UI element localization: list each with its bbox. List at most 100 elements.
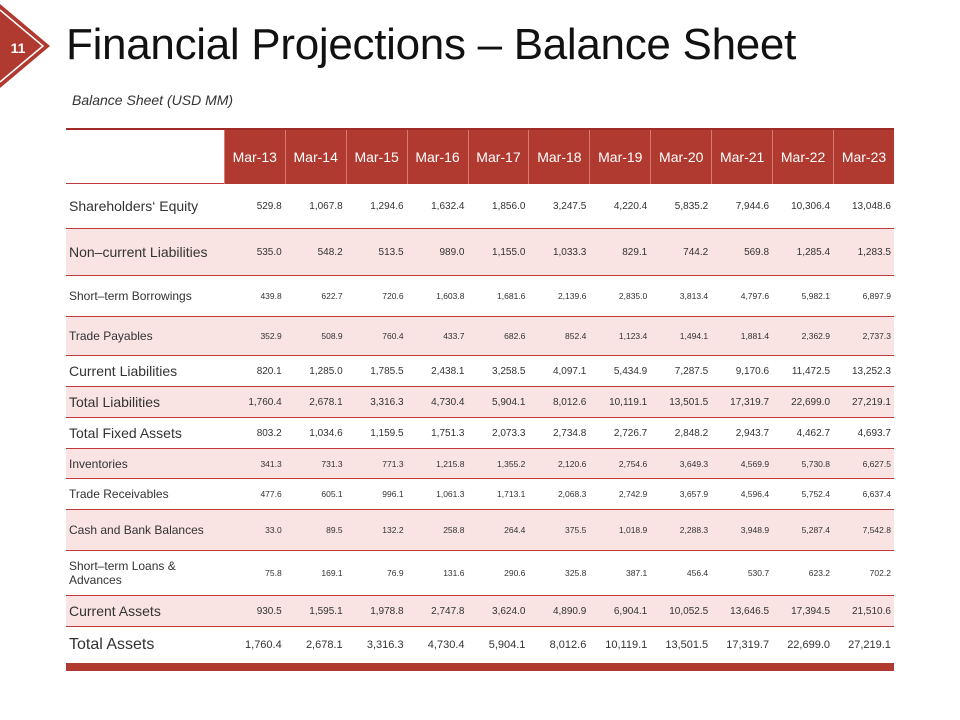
- table-cell: 771.3: [382, 458, 404, 469]
- table-cell: 2,438.1: [431, 365, 465, 377]
- table-cell: 720.6: [382, 291, 404, 301]
- table-cell: 1,294.6: [370, 200, 404, 212]
- row-label: Cash and Bank Balances: [69, 523, 204, 537]
- table-cell: 7,542.8: [862, 525, 891, 535]
- row-label: Trade Receivables: [69, 487, 169, 501]
- table-cell: 3,247.5: [552, 200, 587, 212]
- table-cell: 1,061.3: [436, 489, 465, 499]
- table-cell: 5,434.9: [613, 365, 648, 377]
- table-subtitle: Balance Sheet (USD MM): [72, 92, 234, 108]
- table-cell: 75.8: [265, 568, 282, 578]
- table-cell: 820.1: [256, 365, 282, 377]
- table-cell: 1,123.4: [618, 331, 648, 341]
- table-cell: 6,897.9: [862, 291, 891, 301]
- table-cell: 760.4: [382, 331, 404, 341]
- table-cell: 132.2: [382, 525, 404, 535]
- table-cell: 3,649.3: [679, 458, 709, 469]
- table-cell: 605.1: [321, 489, 343, 499]
- table-cell: 1,018.9: [618, 525, 648, 535]
- table-cell: 6,904.1: [613, 605, 648, 617]
- table-cell: 3,948.9: [740, 525, 770, 535]
- table-cell: 13,646.5: [730, 605, 770, 617]
- table-cell: 702.2: [869, 568, 891, 578]
- table-cell: 7,944.6: [735, 200, 770, 212]
- table-cell: 8,012.6: [549, 639, 587, 651]
- table-header-row: Mar-13 Mar-14 Mar-15 Mar-16 Mar-17 Mar-1…: [66, 130, 894, 184]
- table-bottom-bar: [66, 663, 894, 671]
- table-row: Trade Receivables 477.6 605.1 996.1 1,061.3 1…: [66, 479, 894, 510]
- table-cell: 387.1: [625, 568, 648, 578]
- table-cell: 456.4: [686, 568, 709, 578]
- table-cell: 10,119.1: [609, 396, 648, 408]
- table-cell: 6,637.4: [862, 489, 891, 499]
- table-cell: 1,785.5: [370, 365, 404, 377]
- page-title: Financial Projections – Balance Sheet: [66, 20, 797, 69]
- table-cell: 2,068.3: [557, 489, 587, 499]
- column-header: Mar-14: [284, 130, 346, 184]
- column-header: Mar-16: [406, 130, 468, 184]
- table-row: Current Assets 930.5 1,595.1 1,978.8 2,747.8…: [66, 596, 894, 627]
- column-header: Mar-21: [711, 130, 773, 184]
- table-cell: 5,287.4: [801, 525, 831, 535]
- table-cell: 1,603.8: [436, 291, 465, 301]
- row-label: Current Liabilities: [69, 363, 178, 379]
- column-header: Mar-20: [650, 130, 712, 184]
- table-cell: 9,170.6: [735, 365, 770, 377]
- table-cell: 829.1: [622, 246, 648, 258]
- row-label: Trade Payables: [69, 329, 153, 343]
- table-cell: 13,252.3: [852, 365, 891, 377]
- table-cell: 17,394.5: [791, 605, 831, 617]
- table-row: Shareholders‘ Equity 529.8 1,067.8 1,294.6 1…: [66, 184, 894, 229]
- table-cell: 10,119.1: [605, 639, 648, 651]
- column-header: Mar-15: [345, 130, 407, 184]
- table-cell: 439.8: [260, 291, 282, 301]
- table-row: Total Fixed Assets 803.2 1,034.6 1,159.5 1,7…: [66, 418, 894, 449]
- table-cell: 1,283.5: [857, 246, 891, 258]
- table-cell: 131.6: [443, 568, 465, 578]
- table-cell: 21,510.6: [852, 605, 891, 617]
- table-cell: 623.2: [808, 568, 831, 578]
- table-cell: 10,052.5: [669, 605, 709, 617]
- table-cell: 3,624.0: [492, 605, 526, 617]
- row-label: Total Liabilities: [69, 394, 161, 410]
- table-row: Short–term Borrowings 439.8 622.7 720.6 1,60…: [66, 276, 894, 317]
- balance-sheet-table: Mar-13 Mar-14 Mar-15 Mar-16 Mar-17 Mar-1…: [66, 128, 894, 671]
- table-cell: 2,120.6: [557, 458, 587, 469]
- table-cell: 76.9: [387, 568, 404, 578]
- table-cell: 341.3: [260, 458, 282, 469]
- table-cell: 89.5: [326, 525, 343, 535]
- column-header: Mar-17: [467, 130, 529, 184]
- table-cell: 996.1: [382, 489, 404, 499]
- table-cell: 1,355.2: [497, 458, 526, 469]
- table-cell: 731.3: [321, 458, 343, 469]
- row-label: Inventories: [69, 456, 128, 471]
- table-cell: 5,835.2: [674, 200, 709, 212]
- table-cell: 4,797.6: [740, 291, 770, 301]
- table-cell: 10,306.4: [791, 200, 831, 212]
- table-cell: 682.6: [504, 331, 526, 341]
- table-cell: 433.7: [443, 331, 465, 341]
- table-cell: 1,033.3: [552, 246, 587, 258]
- table-cell: 569.8: [744, 246, 770, 258]
- table-cell: 2,678.1: [309, 396, 343, 408]
- table-cell: 2,943.7: [735, 427, 770, 439]
- table-cell: 1,760.4: [248, 396, 282, 408]
- table-cell: 4,890.9: [552, 605, 587, 617]
- table-cell: 1,595.1: [309, 605, 343, 617]
- table-cell: 2,678.1: [305, 639, 343, 651]
- table-cell: 13,048.6: [852, 200, 891, 212]
- row-label: Current Assets: [69, 603, 161, 619]
- table-body: Shareholders‘ Equity 529.8 1,067.8 1,294.6 1…: [66, 184, 894, 663]
- row-label: Total Assets: [69, 636, 155, 653]
- table-cell: 1,713.1: [497, 489, 526, 499]
- table-cell: 4,097.1: [552, 365, 587, 377]
- table-cell: 3,813.4: [679, 291, 709, 301]
- table-cell: 1,155.0: [492, 246, 526, 258]
- table-cell: 22,699.0: [791, 396, 831, 408]
- table-cell: 2,742.9: [618, 489, 648, 499]
- header-corner: [66, 130, 224, 184]
- table-cell: 2,835.0: [618, 291, 648, 301]
- table-cell: 2,737.3: [862, 331, 891, 341]
- table-cell: 17,319.7: [726, 639, 770, 651]
- table-row: Total Assets 1,760.4 2,678.1 3,316.3 4,730.4…: [66, 627, 894, 663]
